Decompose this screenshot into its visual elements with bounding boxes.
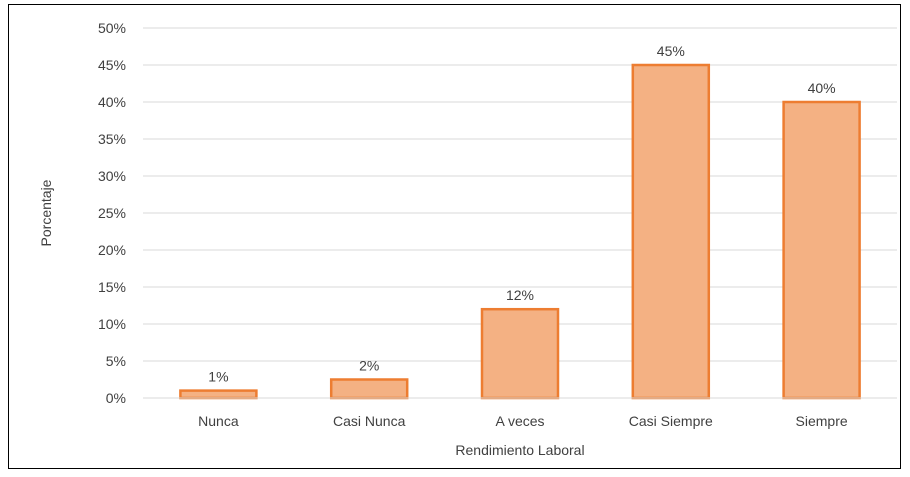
y-tick-label: 40% [98, 94, 126, 110]
bar-siempre [782, 100, 861, 400]
y-tick-label: 30% [98, 168, 126, 184]
y-axis-ticks: 0% 5% 10% 15% 20% 25% 30% 35% 40% 45% 50% [98, 20, 126, 406]
data-label: 12% [506, 287, 534, 303]
x-axis-title: Rendimiento Laboral [455, 442, 584, 458]
x-axis-ticks: Nunca Casi Nunca A veces Casi Siempre Siempr… [198, 413, 848, 429]
x-tick-label: Casi Siempre [629, 413, 713, 429]
x-tick-label: Casi Nunca [333, 413, 406, 429]
chart-frame [8, 4, 901, 469]
bar-casi-nunca [329, 378, 409, 400]
y-tick-label: 35% [98, 131, 126, 147]
y-tick-label: 20% [98, 242, 126, 258]
data-labels: 1% 2% 12% 45% 40% [208, 43, 835, 385]
y-tick-label: 10% [98, 316, 126, 332]
bars [179, 63, 861, 400]
x-tick-label: A veces [495, 413, 544, 429]
bar-casi-siempre [631, 63, 711, 400]
data-label: 1% [208, 369, 228, 385]
y-tick-label: 5% [106, 353, 126, 369]
x-tick-label: Siempre [796, 413, 848, 429]
gridlines [143, 27, 897, 362]
y-axis-title: Porcentaje [38, 179, 54, 246]
y-tick-label: 45% [98, 57, 126, 73]
data-label: 45% [657, 43, 685, 59]
bar-nunca [179, 389, 258, 400]
x-tick-label: Nunca [198, 413, 239, 429]
data-label: 2% [359, 358, 379, 374]
data-label: 40% [808, 80, 836, 96]
y-tick-label: 0% [106, 390, 126, 406]
bar-a-veces [480, 307, 560, 400]
y-tick-label: 50% [98, 20, 126, 36]
y-tick-label: 15% [98, 279, 126, 295]
y-tick-label: 25% [98, 205, 126, 221]
